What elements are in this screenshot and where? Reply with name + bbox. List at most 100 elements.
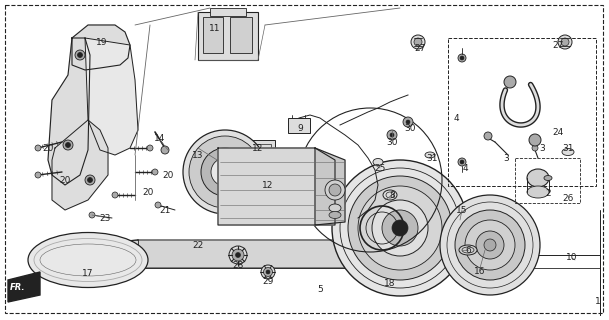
Ellipse shape	[544, 175, 552, 180]
Circle shape	[358, 186, 442, 270]
Circle shape	[414, 38, 422, 46]
Text: 22: 22	[192, 241, 203, 250]
Polygon shape	[110, 240, 420, 268]
Circle shape	[112, 192, 118, 198]
Circle shape	[189, 136, 261, 208]
Text: 20: 20	[163, 171, 174, 180]
Circle shape	[66, 142, 71, 148]
Circle shape	[232, 249, 244, 261]
Text: 20: 20	[59, 175, 71, 185]
Polygon shape	[8, 272, 40, 302]
Circle shape	[484, 239, 496, 251]
Circle shape	[372, 200, 428, 256]
Ellipse shape	[527, 169, 549, 187]
Text: 8: 8	[389, 190, 395, 199]
Text: 6: 6	[465, 245, 471, 254]
Circle shape	[561, 38, 569, 46]
Bar	[198, 12, 258, 60]
Circle shape	[460, 56, 464, 60]
Circle shape	[75, 50, 85, 60]
Bar	[220, 160, 275, 185]
Circle shape	[35, 145, 41, 151]
Circle shape	[35, 172, 41, 178]
Circle shape	[155, 202, 161, 208]
Circle shape	[382, 210, 418, 246]
Text: 3: 3	[539, 143, 545, 153]
Circle shape	[484, 132, 492, 140]
Circle shape	[387, 130, 397, 140]
Text: 25: 25	[375, 164, 385, 172]
Circle shape	[440, 195, 540, 295]
Circle shape	[411, 35, 425, 49]
Bar	[230, 17, 252, 53]
Ellipse shape	[373, 158, 383, 165]
Ellipse shape	[459, 245, 477, 255]
Text: 31: 31	[426, 154, 438, 163]
Text: 19: 19	[96, 37, 108, 46]
Ellipse shape	[28, 233, 148, 287]
Text: 11: 11	[209, 23, 220, 33]
Text: 23: 23	[99, 213, 111, 222]
Bar	[224, 144, 271, 166]
Text: FR.: FR.	[10, 283, 26, 292]
Circle shape	[529, 134, 541, 146]
Text: 16: 16	[474, 268, 486, 276]
Text: 17: 17	[82, 268, 94, 277]
Circle shape	[476, 231, 504, 259]
Circle shape	[266, 270, 270, 274]
Ellipse shape	[329, 204, 341, 212]
Circle shape	[458, 158, 466, 166]
Circle shape	[183, 130, 267, 214]
Text: 12: 12	[262, 180, 273, 189]
Text: 30: 30	[386, 138, 398, 147]
Text: 30: 30	[404, 124, 416, 132]
Ellipse shape	[425, 152, 435, 158]
Text: 15: 15	[456, 205, 468, 214]
Text: 1: 1	[595, 298, 601, 307]
Text: 10: 10	[566, 253, 578, 262]
Polygon shape	[85, 38, 138, 155]
Text: 29: 29	[262, 277, 273, 286]
Circle shape	[392, 220, 408, 236]
Circle shape	[264, 268, 272, 276]
Polygon shape	[48, 38, 90, 185]
Polygon shape	[52, 120, 108, 210]
Ellipse shape	[527, 186, 549, 198]
Text: 5: 5	[317, 285, 323, 294]
Circle shape	[88, 178, 93, 182]
Text: 3: 3	[503, 154, 509, 163]
Circle shape	[403, 117, 413, 127]
Text: 13: 13	[192, 150, 204, 159]
Text: 9: 9	[297, 124, 303, 132]
Bar	[220, 140, 275, 170]
Circle shape	[77, 52, 82, 58]
Circle shape	[455, 210, 525, 280]
Polygon shape	[218, 148, 335, 225]
Text: 26: 26	[562, 194, 574, 203]
Text: 20: 20	[42, 143, 54, 153]
Circle shape	[558, 35, 572, 49]
Circle shape	[236, 252, 241, 258]
Bar	[224, 163, 271, 181]
Circle shape	[504, 76, 516, 88]
Circle shape	[465, 220, 515, 270]
Text: 27: 27	[414, 44, 426, 52]
Bar	[203, 17, 223, 53]
Circle shape	[85, 175, 95, 185]
Circle shape	[229, 246, 247, 264]
Circle shape	[325, 180, 345, 200]
Text: 12: 12	[252, 143, 264, 153]
Circle shape	[332, 160, 468, 296]
Text: 24: 24	[552, 127, 563, 137]
Text: 14: 14	[154, 133, 166, 142]
Circle shape	[406, 120, 410, 124]
Circle shape	[211, 158, 239, 186]
Ellipse shape	[329, 212, 341, 219]
Circle shape	[390, 133, 394, 137]
Text: 21: 21	[160, 205, 171, 214]
Circle shape	[89, 212, 95, 218]
Circle shape	[460, 160, 464, 164]
Bar	[515, 158, 580, 203]
Bar	[448, 38, 596, 186]
Text: 20: 20	[143, 188, 153, 196]
